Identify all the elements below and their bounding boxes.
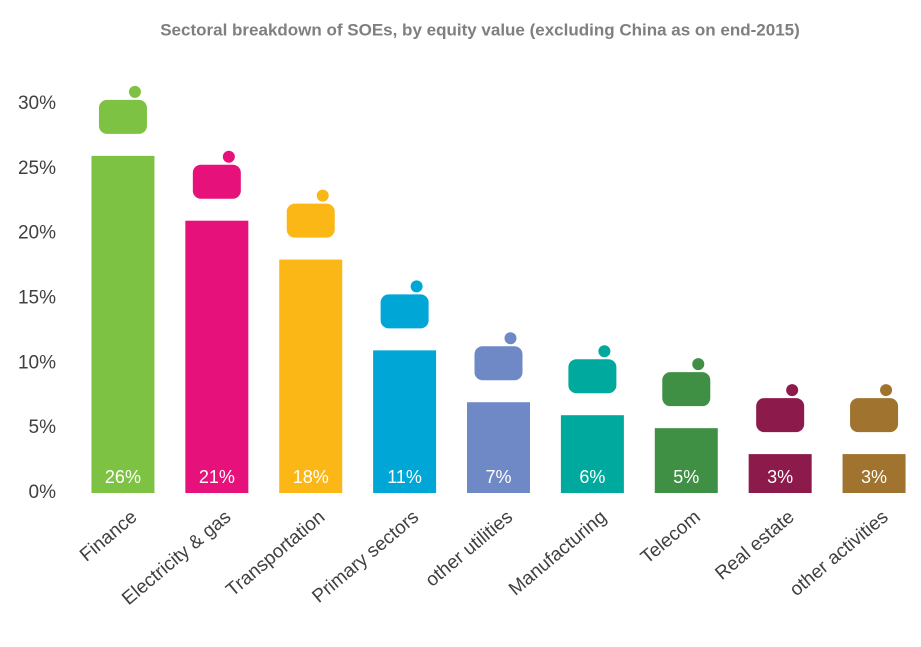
icon-dot (410, 280, 423, 293)
y-tick-label: 20% (18, 223, 56, 244)
y-tick-label: 5% (29, 417, 57, 438)
y-tick-label: 0% (29, 482, 57, 503)
y-tick-label: 15% (18, 288, 56, 309)
icon-body (850, 398, 899, 433)
x-tick-label: Manufacturing (505, 507, 611, 600)
value-label: 3% (861, 467, 887, 487)
icon-body (192, 164, 241, 199)
x-tick-label: Finance (76, 507, 141, 567)
x-tick-label: other activities (786, 507, 893, 601)
sector-icon (380, 280, 429, 329)
icon-dot (316, 189, 329, 202)
icon-body (286, 203, 335, 238)
icon-body (380, 294, 429, 329)
value-label: 18% (293, 467, 329, 487)
icon-body (98, 99, 147, 134)
icon-dot (222, 150, 235, 163)
y-tick-label: 30% (18, 93, 56, 114)
bar (373, 350, 437, 493)
x-tick-label: Telecom (637, 507, 705, 569)
icon-body (568, 359, 617, 394)
bar (560, 415, 624, 493)
sector-icon (568, 345, 617, 394)
sector-icon (192, 150, 241, 199)
y-tick-label: 10% (18, 352, 56, 373)
bar (654, 428, 718, 493)
x-tick-label: Real estate (711, 507, 798, 585)
sector-icon (850, 384, 899, 433)
value-label: 5% (673, 467, 699, 487)
bar (748, 454, 812, 493)
sector-icon (98, 85, 147, 134)
sector-icon (286, 189, 335, 238)
bar (842, 454, 906, 493)
icon-body (474, 346, 523, 381)
icon-dot (692, 358, 705, 371)
icon-body (662, 372, 711, 407)
sector-icon (756, 384, 805, 433)
icon-dot (504, 332, 517, 345)
value-label: 21% (199, 467, 235, 487)
chart-title: Sectoral breakdown of SOEs, by equity va… (160, 20, 800, 39)
value-label: 7% (485, 467, 511, 487)
icon-body (756, 398, 805, 433)
x-tick-label: other utilities (422, 507, 517, 592)
bar (185, 220, 249, 493)
value-label: 11% (387, 467, 422, 487)
bar (279, 259, 343, 493)
sector-icon (474, 332, 523, 381)
y-tick-label: 25% (18, 158, 56, 179)
icon-dot (880, 384, 893, 397)
value-label: 3% (767, 467, 793, 487)
value-label: 6% (579, 467, 605, 487)
icon-dot (128, 85, 141, 98)
icon-dot (598, 345, 611, 358)
sector-icon (662, 358, 711, 407)
bar (467, 402, 530, 493)
icon-dot (786, 384, 799, 397)
bar (91, 155, 155, 493)
value-label: 26% (105, 467, 141, 487)
